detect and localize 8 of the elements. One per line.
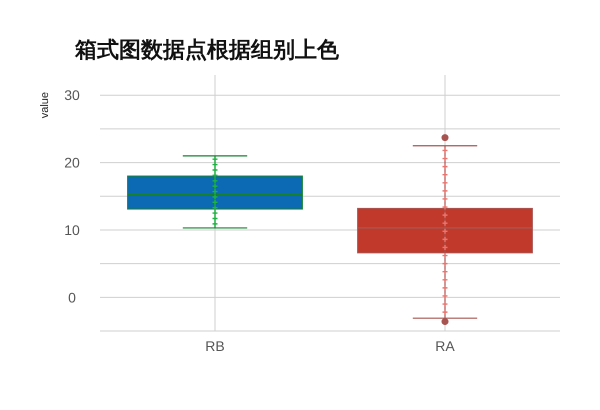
y-tick-label: 0 [68, 289, 76, 306]
x-tick-label: RA [435, 338, 456, 354]
y-tick-label: 20 [64, 154, 80, 171]
chart-title: 箱式图数据点根据组别上色 [74, 37, 340, 63]
x-tick-label: RB [205, 338, 225, 354]
y-tick-label: 30 [64, 87, 80, 104]
y-axis-title: value [39, 92, 51, 118]
y-tick-label: 10 [64, 222, 80, 238]
